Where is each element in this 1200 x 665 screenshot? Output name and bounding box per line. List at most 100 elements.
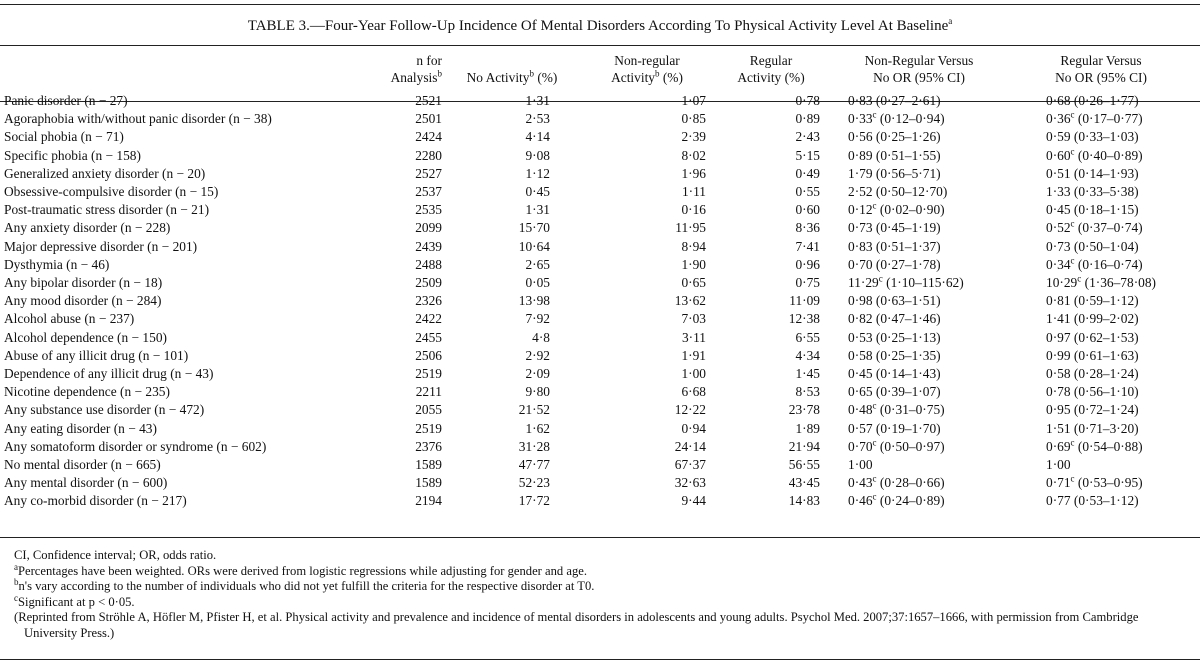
odds-ratio: 0·57 xyxy=(848,420,873,436)
header-line: No Activityb (%) xyxy=(442,69,582,86)
or-cell: 0·59 (0·33–1·03) xyxy=(1008,128,1194,146)
header-text: Regular xyxy=(749,53,793,68)
header-line: n for xyxy=(374,52,442,69)
value-cell: 2535 xyxy=(415,202,442,218)
confidence-interval: (0·25–1·13) xyxy=(875,329,941,345)
confidence-interval: (0·18–1·15) xyxy=(1073,202,1139,218)
or-cell: 0·51 (0·14–1·93) xyxy=(1008,165,1194,183)
value-cell: 13·98 xyxy=(518,293,550,309)
footnote-mark: c xyxy=(872,400,877,411)
or-cell: 0·33c (0·12–0·94) xyxy=(830,110,1008,128)
odds-ratio: 0·58 xyxy=(848,347,873,363)
table-row: Any anxiety disorder (n − 228) 2099 15·70 1… xyxy=(4,219,1194,237)
value-cell: 0·89 xyxy=(795,111,820,127)
confidence-interval: (0·33–5·38) xyxy=(1073,184,1139,200)
odds-ratio: 1·79 xyxy=(848,165,873,181)
header-text: No OR (95% CI) xyxy=(873,70,965,85)
confidence-interval: (0·25–1·35) xyxy=(875,347,941,363)
value-cell: 10·64 xyxy=(518,238,550,254)
value-cell: 8·36 xyxy=(795,220,820,236)
header-text: No OR (95% CI) xyxy=(1055,70,1147,85)
odds-ratio: 0·51 xyxy=(1046,165,1071,181)
footnote-mark: c xyxy=(1070,109,1075,120)
confidence-interval: (0·50–0·97) xyxy=(879,438,945,454)
odds-ratio: 1·00 xyxy=(848,457,873,473)
value-cell: 32·63 xyxy=(674,475,706,491)
table-row: Any mood disorder (n − 284) 2326 13·98 13·6… xyxy=(4,292,1194,310)
odds-ratio: 0·73 xyxy=(848,220,873,236)
value-cell: 11·09 xyxy=(789,293,820,309)
confidence-interval: (0·19–1·70) xyxy=(875,420,941,436)
or-cell: 0·60c (0·40–0·89) xyxy=(1008,147,1194,165)
confidence-interval: (0·47–1·46) xyxy=(875,311,941,327)
value-cell: 2·09 xyxy=(525,366,550,382)
or-cell: 0·95 (0·72–1·24) xyxy=(1008,401,1194,419)
header-line: Non-regular xyxy=(582,52,712,69)
value-cell: 43·45 xyxy=(788,475,820,491)
value-cell: 6·68 xyxy=(681,384,706,400)
row-label: Alcohol abuse (n − 237) xyxy=(4,311,135,327)
rule xyxy=(0,101,1200,102)
row-label: Dysthymia (n − 46) xyxy=(4,256,110,272)
footnote-mark: c xyxy=(1070,218,1075,229)
or-cell: 0·73 (0·50–1·04) xyxy=(1008,238,1194,256)
value-cell: 2·53 xyxy=(525,111,550,127)
value-cell: 8·94 xyxy=(681,238,706,254)
or-cell: 0·52c (0·37–0·74) xyxy=(1008,219,1194,237)
confidence-interval: (0·33–1·03) xyxy=(1073,129,1139,145)
header-text: Regular Versus xyxy=(1060,53,1142,68)
header-line: Activity (%) xyxy=(712,69,830,86)
footnote: bn's vary according to the number of ind… xyxy=(14,577,1190,595)
or-cell: 0·58 (0·28–1·24) xyxy=(1008,365,1194,383)
value-cell: 56·55 xyxy=(788,457,820,473)
confidence-interval: (0·26–1·77) xyxy=(1073,93,1139,108)
or-cell: 0·34c (0·16–0·74) xyxy=(1008,256,1194,274)
value-cell: 2422 xyxy=(415,311,442,327)
header-text: No Activity xyxy=(466,70,530,85)
value-cell: 0·60 xyxy=(795,202,820,218)
odds-ratio: 0·53 xyxy=(848,329,873,345)
row-label: Any mental disorder (n − 600) xyxy=(4,475,168,491)
or-cell: 0·57 (0·19–1·70) xyxy=(830,420,1008,438)
or-cell: 0·99 (0·61–1·63) xyxy=(1008,347,1194,365)
odds-ratio: 0·70 xyxy=(848,438,873,454)
value-cell: 2521 xyxy=(415,93,442,108)
or-cell: 1·33 (0·33–5·38) xyxy=(1008,183,1194,201)
or-cell: 0·83 (0·27–2·61) xyxy=(830,92,1008,110)
or-cell: 1·00 xyxy=(830,456,1008,474)
or-cell: 0·83 (0·51–1·37) xyxy=(830,238,1008,256)
or-cell: 0·82 (0·47–1·46) xyxy=(830,310,1008,328)
footnote-text: Significant at p < 0·05. xyxy=(18,594,135,609)
footnote-mark: c xyxy=(1070,437,1075,448)
or-cell: 1·51 (0·71–3·20) xyxy=(1008,420,1194,438)
footnote-mark: c xyxy=(872,473,877,484)
value-cell: 0·75 xyxy=(795,275,820,291)
value-cell: 67·37 xyxy=(674,457,706,473)
table-row: Any somatoform disorder or syndrome (n −… xyxy=(4,438,1194,456)
value-cell: 21·52 xyxy=(518,402,550,418)
confidence-interval: (0·40–0·89) xyxy=(1077,147,1143,163)
odds-ratio: 2·52 xyxy=(848,184,873,200)
confidence-interval: (0·25–1·26) xyxy=(875,129,941,145)
or-cell: 0·48c (0·31–0·75) xyxy=(830,401,1008,419)
rule xyxy=(0,659,1200,660)
value-cell: 2280 xyxy=(415,147,442,163)
or-cell: 0·77 (0·53–1·12) xyxy=(1008,492,1194,510)
or-cell: 0·78 (0·56–1·10) xyxy=(1008,383,1194,401)
odds-ratio: 0·56 xyxy=(848,129,873,145)
table-header: n for Analysisb No Activityb (%) Non-regula… xyxy=(4,52,1194,92)
or-cell: 0·89 (0·51–1·55) xyxy=(830,147,1008,165)
confidence-interval: (0·53–0·95) xyxy=(1077,475,1143,491)
table-row: Dysthymia (n − 46) 2488 2·65 1·90 0·96 0·70 (… xyxy=(4,256,1194,274)
value-cell: 1·90 xyxy=(681,256,706,272)
value-cell: 2537 xyxy=(415,184,442,200)
header-text: (%) xyxy=(533,70,558,85)
value-cell: 4·14 xyxy=(525,129,550,145)
footnote-mark: c xyxy=(1070,146,1075,157)
value-cell: 1·45 xyxy=(795,366,820,382)
value-cell: 47·77 xyxy=(518,457,550,473)
title-text: TABLE 3.—Four-Year Follow-Up Incidence O… xyxy=(247,18,949,34)
data-table: n for Analysisb No Activityb (%) Non-regula… xyxy=(4,52,1194,511)
odds-ratio: 0·45 xyxy=(1046,202,1071,218)
